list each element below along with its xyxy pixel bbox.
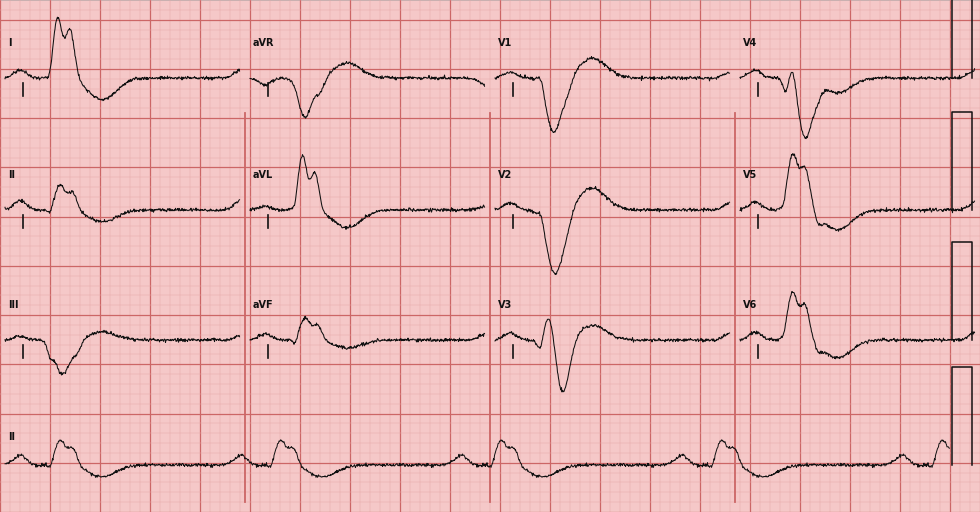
Text: aVR: aVR bbox=[253, 38, 274, 49]
Text: V6: V6 bbox=[743, 301, 758, 310]
Text: V4: V4 bbox=[743, 38, 758, 49]
Text: III: III bbox=[8, 301, 19, 310]
Text: V2: V2 bbox=[498, 170, 513, 180]
Text: aVF: aVF bbox=[253, 301, 273, 310]
Text: II: II bbox=[8, 433, 15, 442]
Text: V1: V1 bbox=[498, 38, 513, 49]
Text: V5: V5 bbox=[743, 170, 758, 180]
Text: I: I bbox=[8, 38, 12, 49]
Text: II: II bbox=[8, 170, 15, 180]
Text: aVL: aVL bbox=[253, 170, 273, 180]
Text: V3: V3 bbox=[498, 301, 513, 310]
